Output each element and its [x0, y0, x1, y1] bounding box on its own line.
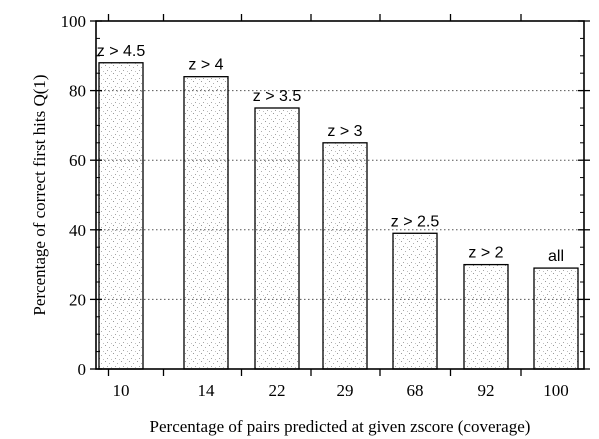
y-axis-title: Percentage of correct first hits Q(1) [30, 74, 49, 315]
bar-label-29: z > 3 [327, 123, 362, 140]
y-tick-label-100: 100 [61, 12, 87, 31]
bar-92 [463, 263, 509, 370]
bar-label-68: z > 2.5 [391, 213, 440, 230]
bar-10 [98, 62, 144, 370]
bar-label-92: z > 2 [468, 245, 503, 262]
x-tick-label-68: 68 [407, 381, 424, 400]
x-tick-label-29: 29 [337, 381, 354, 400]
y-tick-label-80: 80 [69, 82, 86, 101]
x-tick-label-10: 10 [113, 381, 130, 400]
y-tick-label-40: 40 [69, 221, 86, 240]
labels: z > 4.5 z > 4 z > 3.5 z > 3 z > 2.5 z > 2 all 0… [61, 12, 569, 400]
bar-29 [322, 142, 368, 370]
x-axis-title: Percentage of pairs predicted at given z… [150, 417, 531, 436]
bar-14 [183, 76, 229, 370]
bar-100 [533, 267, 579, 370]
bar-68 [392, 232, 438, 370]
y-tick-label-0: 0 [78, 360, 87, 379]
bar-label-100: all [548, 248, 564, 265]
bar-22 [254, 107, 300, 370]
bar-label-14: z > 4 [188, 57, 223, 74]
x-tick-label-92: 92 [478, 381, 495, 400]
ticks [90, 14, 590, 376]
y-tick-label-20: 20 [69, 290, 86, 309]
x-tick-label-14: 14 [198, 381, 216, 400]
y-tick-label-60: 60 [69, 151, 86, 170]
x-tick-label-22: 22 [269, 381, 286, 400]
x-tick-label-100: 100 [543, 381, 569, 400]
bar-label-22: z > 3.5 [253, 88, 302, 105]
bar-label-10: z > 4.5 [97, 43, 146, 60]
bars [98, 62, 579, 370]
